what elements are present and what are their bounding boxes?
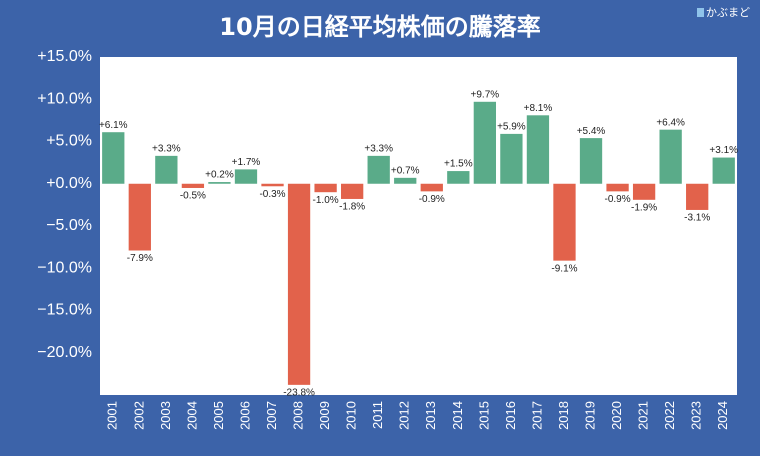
- value-label: +6.1%: [99, 120, 128, 131]
- value-label: +3.3%: [152, 144, 181, 155]
- y-tick-label: −15.0%: [37, 302, 92, 319]
- x-tick-label: 2022: [662, 401, 677, 430]
- x-tick-label: 2020: [609, 401, 624, 430]
- value-label: +3.3%: [364, 144, 393, 155]
- bar: [102, 132, 125, 184]
- value-label: -0.9%: [605, 194, 631, 205]
- bar: [686, 183, 709, 210]
- value-label: +8.1%: [524, 103, 553, 114]
- x-tick-label: 2018: [556, 401, 571, 430]
- x-tick-label: 2024: [715, 401, 730, 430]
- value-label: -1.8%: [339, 202, 365, 213]
- x-tick-label: 2019: [582, 401, 597, 430]
- x-tick-label: 2010: [344, 401, 359, 430]
- bar: [632, 183, 656, 200]
- y-tick-label: −20.0%: [37, 344, 92, 361]
- y-tick-label: +15.0%: [37, 48, 92, 65]
- value-label: +5.4%: [577, 126, 606, 137]
- bar: [181, 183, 205, 188]
- value-label: +3.1%: [709, 145, 738, 156]
- value-label: +5.9%: [497, 122, 526, 133]
- bar: [367, 155, 390, 184]
- value-label: -0.9%: [419, 194, 445, 205]
- x-tick-label: 2007: [264, 401, 279, 430]
- y-tick-label: −10.0%: [37, 259, 92, 276]
- bar: [234, 169, 258, 184]
- y-tick-label: +0.0%: [46, 175, 92, 192]
- bar: [500, 133, 523, 184]
- value-label: -7.9%: [127, 253, 153, 264]
- bar: [340, 183, 364, 199]
- bar: [606, 183, 629, 192]
- bar: [261, 183, 284, 187]
- x-tick-label: 2011: [370, 401, 385, 429]
- x-tick-label: 2013: [423, 401, 438, 430]
- x-tick-label: 2017: [529, 401, 544, 430]
- bar: [394, 177, 417, 184]
- x-tick-label: 2014: [450, 401, 465, 430]
- y-tick-label: −5.0%: [46, 217, 92, 234]
- value-label: +9.7%: [471, 89, 500, 100]
- x-tick-label: 2003: [158, 401, 173, 430]
- value-label: -23.8%: [283, 388, 315, 399]
- x-tick-label: 2012: [397, 401, 412, 430]
- value-label: +0.7%: [391, 165, 420, 176]
- x-tick-label: 2021: [636, 401, 651, 430]
- value-label: +1.7%: [232, 157, 261, 168]
- bar: [208, 182, 231, 184]
- value-label: +1.5%: [444, 159, 473, 170]
- value-label: +6.4%: [656, 117, 685, 128]
- x-tick-label: 2005: [211, 401, 226, 430]
- value-label: -0.5%: [180, 191, 206, 202]
- plot-area: [100, 57, 737, 395]
- bar: [526, 115, 550, 184]
- bar: [128, 183, 151, 251]
- value-label: -1.0%: [313, 195, 339, 206]
- bar: [712, 157, 735, 184]
- x-tick-label: 2015: [476, 401, 491, 430]
- y-tick-label: +10.0%: [37, 90, 92, 107]
- bar: [155, 155, 178, 184]
- chart-title: 10月の日経平均株価の騰落率: [219, 13, 540, 41]
- x-tick-label: 2006: [237, 401, 252, 430]
- bar: [314, 183, 337, 193]
- value-label: -9.1%: [551, 263, 577, 274]
- x-tick-label: 2002: [131, 401, 146, 430]
- value-label: +0.2%: [205, 170, 234, 181]
- bar: [447, 171, 470, 184]
- x-tick-label: 2009: [317, 401, 332, 430]
- value-label: -3.1%: [684, 213, 710, 224]
- logo-icon: [697, 8, 704, 17]
- bar: [579, 138, 603, 184]
- y-tick-label: +5.0%: [46, 133, 92, 150]
- bar: [420, 183, 443, 192]
- value-label: -0.3%: [259, 189, 285, 200]
- x-tick-label: 2004: [184, 401, 199, 430]
- x-tick-label: 2001: [105, 401, 120, 430]
- x-tick-label: 2023: [689, 401, 704, 430]
- value-label: -1.9%: [631, 202, 657, 213]
- logo: かぶまど: [706, 6, 750, 19]
- bar: [287, 183, 311, 385]
- x-tick-label: 2016: [503, 401, 518, 430]
- bar: [553, 183, 576, 261]
- bar: [659, 129, 682, 184]
- bar: [473, 101, 497, 184]
- x-tick-label: 2008: [291, 401, 306, 430]
